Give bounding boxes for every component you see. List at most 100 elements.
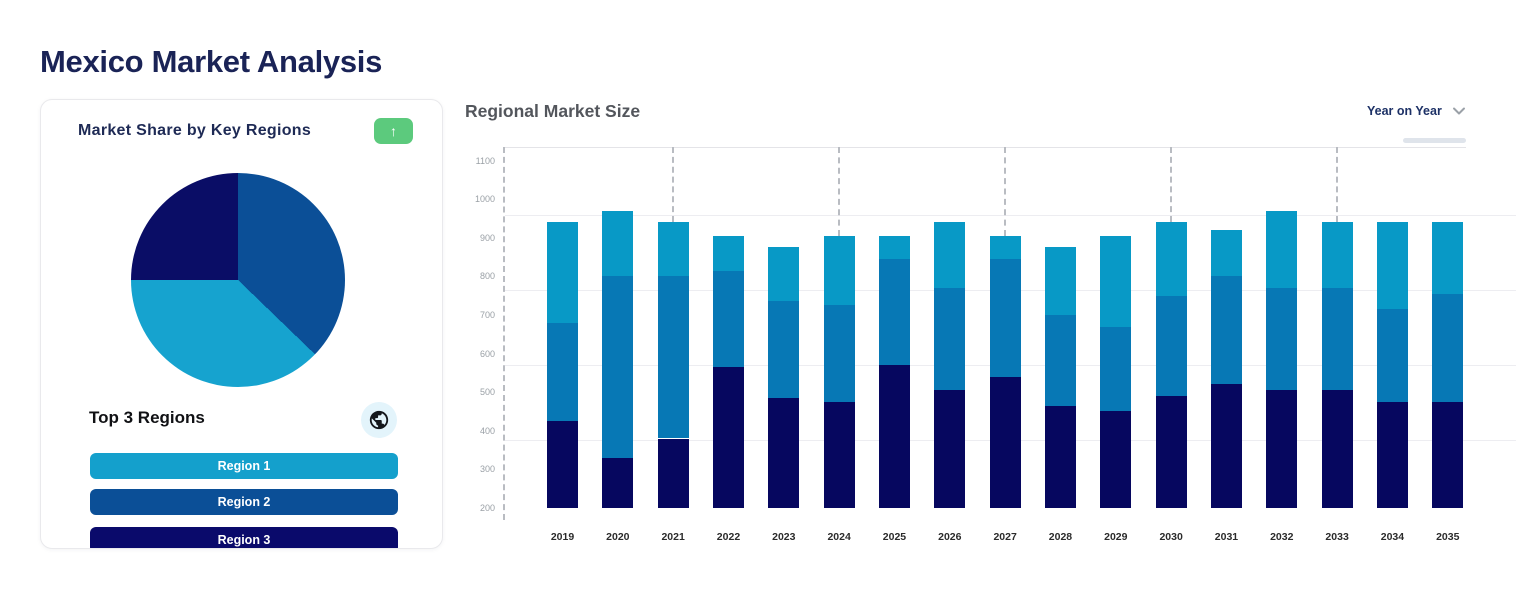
bar-segment-region-3[interactable] <box>1266 390 1298 508</box>
bar-segment-region-3[interactable] <box>1100 411 1132 508</box>
market-share-card: Market Share by Key Regions ↑ Top 3 Regi… <box>40 99 443 549</box>
stacked-bar-2020[interactable] <box>602 147 634 508</box>
x-tick-label: 2029 <box>1104 531 1128 543</box>
bar-segment-region-3[interactable] <box>657 438 689 508</box>
scroll-handle[interactable] <box>1403 138 1466 143</box>
stacked-bar-2035[interactable] <box>1432 147 1464 508</box>
bar-segment-region-1[interactable] <box>989 235 1021 259</box>
bar-segment-region-1[interactable] <box>1321 222 1353 288</box>
stacked-bar-2027[interactable] <box>989 147 1021 508</box>
bar-segment-region-1[interactable] <box>1155 222 1187 296</box>
bar-segment-region-2[interactable] <box>1376 309 1408 402</box>
bar-segment-region-3[interactable] <box>1210 384 1242 508</box>
arrow-up-icon: ↑ <box>390 123 397 139</box>
stacked-bar-2026[interactable] <box>934 147 966 508</box>
x-tick-label: 2034 <box>1380 531 1405 543</box>
bar-segment-region-3[interactable] <box>1044 405 1076 508</box>
globe-icon <box>369 410 389 430</box>
bar-segment-region-3[interactable] <box>712 367 744 508</box>
plot-top-border <box>505 147 1466 148</box>
bar-segment-region-1[interactable] <box>1100 235 1132 327</box>
stacked-bar-2033[interactable] <box>1321 147 1353 508</box>
stacked-bar-2023[interactable] <box>768 147 800 508</box>
bar-segment-region-1[interactable] <box>712 235 744 271</box>
stacked-bar-2030[interactable] <box>1155 147 1187 508</box>
bar-segment-region-3[interactable] <box>602 457 634 508</box>
trend-up-button[interactable]: ↑ <box>374 118 413 144</box>
stacked-bar-2021[interactable] <box>657 147 689 508</box>
bar-segment-region-1[interactable] <box>1266 210 1298 288</box>
stacked-bar-2028[interactable] <box>1044 147 1076 508</box>
stacked-bar-2019[interactable] <box>547 147 578 508</box>
bar-segment-region-2[interactable] <box>934 287 966 391</box>
bar-segment-region-1[interactable] <box>1044 247 1076 315</box>
x-tick-label: 2033 <box>1325 531 1349 543</box>
bar-segment-region-3[interactable] <box>1155 396 1187 508</box>
bar-segment-region-2[interactable] <box>657 276 689 439</box>
x-tick-label: 2021 <box>661 531 685 543</box>
stacked-bar-2025[interactable] <box>878 147 910 508</box>
bar-segment-region-2[interactable] <box>1432 293 1464 402</box>
bar-segment-region-2[interactable] <box>1321 287 1353 391</box>
bar-segment-region-1[interactable] <box>823 235 855 306</box>
bar-segment-region-2[interactable] <box>602 276 634 458</box>
bar-segment-region-1[interactable] <box>657 222 689 277</box>
bar-segment-region-2[interactable] <box>1044 314 1076 406</box>
bar-segment-region-1[interactable] <box>768 247 800 302</box>
bar-segment-region-3[interactable] <box>547 421 578 508</box>
region-3-button[interactable]: Region 3 <box>90 527 398 548</box>
bar-segment-region-3[interactable] <box>1376 401 1408 508</box>
market-share-pie-chart[interactable] <box>131 173 345 387</box>
bar-segment-region-3[interactable] <box>768 397 800 508</box>
chart-title: Regional Market Size <box>465 101 641 121</box>
bar-segment-region-3[interactable] <box>934 390 966 508</box>
stacked-bar-2024[interactable] <box>823 147 855 508</box>
x-tick-label: 2031 <box>1214 531 1239 543</box>
chevron-down-icon <box>1452 107 1465 115</box>
bar-segment-region-2[interactable] <box>1266 287 1298 391</box>
y-tick-label: 400 <box>479 425 495 436</box>
bar-segment-region-1[interactable] <box>1376 222 1408 310</box>
y-tick-label: 200 <box>479 503 495 513</box>
x-tick-label: 2032 <box>1270 531 1294 543</box>
bar-segment-region-3[interactable] <box>989 376 1021 508</box>
bar-segment-region-3[interactable] <box>1321 390 1353 508</box>
bar-plot: 200 300 400 500 600 700 800 900 1000 1100 2019 2020… <box>475 147 1516 543</box>
bar-segment-region-2[interactable] <box>823 305 855 402</box>
stacked-bar-2034[interactable] <box>1376 147 1408 508</box>
y-tick-label: 700 <box>479 309 495 320</box>
x-tick-label: 2023 <box>772 531 796 543</box>
gridline <box>505 214 1516 216</box>
bar-segment-region-2[interactable] <box>712 270 744 368</box>
top-regions-heading: Top 3 Regions <box>89 408 205 427</box>
bar-segment-region-2[interactable] <box>878 258 910 366</box>
page-title: Mexico Market Analysis <box>40 44 383 79</box>
year-on-year-dropdown[interactable]: Year on Year <box>1367 103 1467 119</box>
bar-segment-region-2[interactable] <box>1210 276 1242 385</box>
bar-segment-region-2[interactable] <box>547 322 578 422</box>
bar-segment-region-1[interactable] <box>1432 222 1464 294</box>
bar-segment-region-1[interactable] <box>547 222 578 323</box>
stacked-bar-2032[interactable] <box>1266 147 1298 508</box>
x-tick-label: 2028 <box>1048 531 1073 543</box>
bar-segment-region-2[interactable] <box>989 258 1021 377</box>
bar-segment-region-2[interactable] <box>768 301 800 398</box>
bar-segment-region-3[interactable] <box>878 365 910 508</box>
region-1-button[interactable]: Region 1 <box>90 453 398 479</box>
bar-segment-region-1[interactable] <box>1210 230 1242 277</box>
bar-segment-region-3[interactable] <box>823 401 855 508</box>
stacked-bar-2022[interactable] <box>712 147 744 508</box>
stacked-bar-2029[interactable] <box>1100 147 1132 508</box>
globe-chip[interactable] <box>361 402 397 438</box>
x-tick-label: 2022 <box>716 531 741 543</box>
bar-segment-region-2[interactable] <box>1100 326 1132 412</box>
x-tick-label: 2024 <box>827 531 851 543</box>
bar-segment-region-1[interactable] <box>934 222 966 288</box>
bar-segment-region-1[interactable] <box>878 235 910 259</box>
stacked-bar-2031[interactable] <box>1210 147 1242 508</box>
bar-segment-region-3[interactable] <box>1432 401 1464 508</box>
bar-segment-region-1[interactable] <box>602 210 634 277</box>
bar-segment-region-2[interactable] <box>1155 295 1187 397</box>
region-2-button[interactable]: Region 2 <box>90 489 398 515</box>
y-tick-label: 500 <box>479 387 495 398</box>
